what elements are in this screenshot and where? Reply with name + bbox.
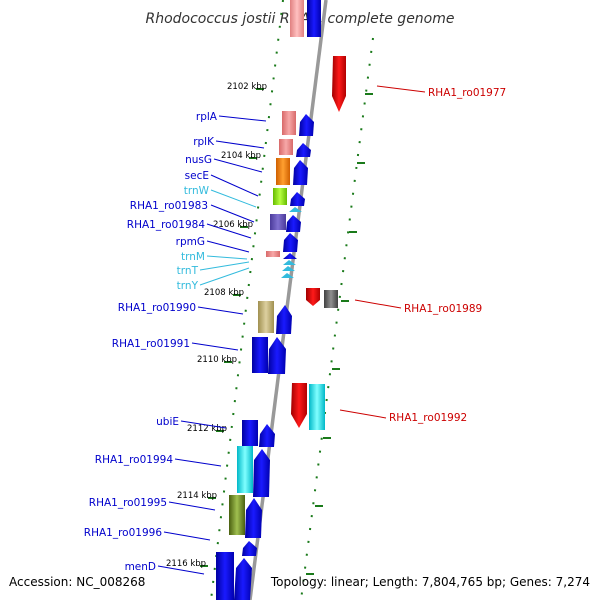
gene-arrow-rpmG [283, 253, 297, 259]
gene-label-rplA[interactable]: rplA [196, 111, 218, 123]
scale-tick-label: 2110 kbp [197, 355, 237, 365]
scale-lines [200, 0, 374, 600]
gene-arrow-ro01977 [332, 56, 346, 112]
gene-box-partial-top-forward [307, 0, 321, 37]
gene-label-ro01992[interactable]: RHA1_ro01992 [389, 412, 467, 424]
gene-box-ro01991 [252, 337, 268, 373]
gene-box-partial-top [290, 0, 304, 37]
left-leader-lines [157, 115, 267, 575]
gene-box-ro01994 [237, 446, 253, 493]
gene-label-rplK[interactable]: rplK [193, 136, 215, 148]
leader-line-ro01991 [191, 342, 239, 351]
gene-box-ro01995 [229, 495, 245, 535]
gene-label-ro01989[interactable]: RHA1_ro01989 [404, 303, 482, 315]
gene-arrow-rplA [299, 114, 314, 136]
trna-arrow-trnW [289, 207, 302, 212]
leader-line-rplA [218, 115, 267, 122]
right-leader-lines [339, 85, 426, 419]
leader-line-ro01983 [210, 204, 255, 223]
gene-label-ro01977[interactable]: RHA1_ro01977 [428, 87, 506, 99]
genome-axis [248, 0, 328, 600]
gene-arrow-ro01984 [283, 233, 298, 252]
leader-line-ro01995 [168, 501, 216, 511]
gene-arrow-secE [290, 192, 305, 206]
gene-label-ro01991[interactable]: RHA1_ro01991 [112, 338, 190, 350]
leader-line-rplK [215, 140, 265, 149]
gene-arrow-ubiE [259, 424, 275, 447]
gene-arrow-ro01994 [253, 449, 270, 497]
gene-label-ubiE[interactable]: ubiE [156, 416, 179, 428]
gene-box-secE [273, 188, 287, 205]
scale-tick-labels: 2102 kbp 2104 kbp 2106 kbp 2108 kbp 2110… [166, 82, 267, 569]
leader-line-ro01989 [354, 299, 402, 309]
scale-tick-label: 2112 kbp [187, 424, 227, 434]
gene-box-rplK [279, 139, 293, 155]
leader-line-ro01977 [376, 85, 426, 93]
topology-text: Topology: linear; Length: 7,804,765 bp; … [270, 575, 590, 589]
leader-line-trnT [199, 261, 250, 271]
gene-box-ro01983 [270, 214, 286, 230]
gene-box-ro01990 [258, 301, 274, 333]
leader-line-menD [157, 565, 205, 575]
leader-line-trnY [199, 267, 250, 286]
gene-arrow-ro01996 [242, 541, 257, 556]
gene-label-trnY[interactable]: trnY [177, 280, 199, 292]
leader-line-ubiE [180, 420, 227, 429]
gene-arrow-ro01991 [268, 337, 286, 374]
trna-arrow-trnT [282, 266, 295, 271]
gene-arrow-ro01990 [276, 305, 292, 334]
trna-arrow-trnM [283, 260, 296, 265]
gene-features [216, 0, 346, 600]
trna-arrow-trnY [281, 273, 294, 278]
gene-label-ro01996[interactable]: RHA1_ro01996 [84, 527, 163, 539]
leader-line-nusG [213, 158, 263, 173]
leader-line-ro01992 [339, 409, 387, 419]
gene-box-rpmG [266, 251, 280, 257]
gene-label-ro01995[interactable]: RHA1_ro01995 [89, 497, 167, 509]
gene-label-ro01994[interactable]: RHA1_ro01994 [95, 454, 174, 466]
left-gene-labels: rplA rplK nusG secE trnW RHA1_ro01983 RH… [84, 111, 218, 573]
scale-tick-label: 2106 kbp [213, 220, 253, 230]
scale-tick-label: 2102 kbp [227, 82, 267, 92]
right-gene-labels: RHA1_ro01977 RHA1_ro01989 RHA1_ro01992 [389, 87, 506, 424]
gene-label-secE[interactable]: secE [185, 170, 209, 182]
leader-line-secE [210, 174, 259, 197]
leader-line-trnM [206, 255, 248, 260]
scale-tick-label: 2104 kbp [221, 151, 261, 161]
gene-label-trnT[interactable]: trnT [177, 265, 199, 277]
gene-arrow-rplK [296, 143, 311, 157]
leader-line-trnW [210, 189, 257, 208]
gene-label-trnW[interactable]: trnW [184, 185, 210, 197]
accession-text: Accession: NC_008268 [9, 575, 145, 589]
gene-arrow-menD [234, 558, 252, 600]
scale-tick-label: 2114 kbp [177, 491, 217, 501]
gene-label-menD[interactable]: menD [125, 561, 156, 573]
gene-box-nusG [276, 158, 290, 185]
leader-line-ro01994 [174, 458, 222, 467]
gene-arrow-ro01992 [291, 383, 307, 428]
gene-box-rplA [282, 111, 296, 135]
leader-line-ro01996 [163, 531, 211, 541]
scale-tick-label: 2108 kbp [204, 288, 244, 298]
gene-arrow-ro01995 [245, 498, 262, 538]
gene-arrow-nusG [293, 160, 308, 185]
gene-box-ro01992 [309, 384, 325, 430]
gene-arrow-ro01983 [286, 215, 301, 232]
gene-box-ro01989 [324, 290, 338, 308]
leader-line-ro01990 [197, 306, 244, 315]
gene-label-trnM[interactable]: trnM [181, 251, 205, 263]
gene-box-ubiE [242, 420, 258, 446]
gene-label-rpmG[interactable]: rpmG [176, 236, 205, 248]
gene-label-ro01984[interactable]: RHA1_ro01984 [127, 219, 206, 231]
gene-arrow-ro01989 [306, 288, 320, 306]
gene-label-nusG[interactable]: nusG [185, 154, 212, 166]
gene-label-ro01990[interactable]: RHA1_ro01990 [118, 302, 196, 314]
leader-line-rpmG [206, 240, 250, 253]
leader-line-ro01984 [206, 223, 252, 239]
scale-tick-label: 2116 kbp [166, 559, 206, 569]
gene-box-menD [216, 552, 234, 600]
gene-label-ro01983[interactable]: RHA1_ro01983 [130, 200, 208, 212]
